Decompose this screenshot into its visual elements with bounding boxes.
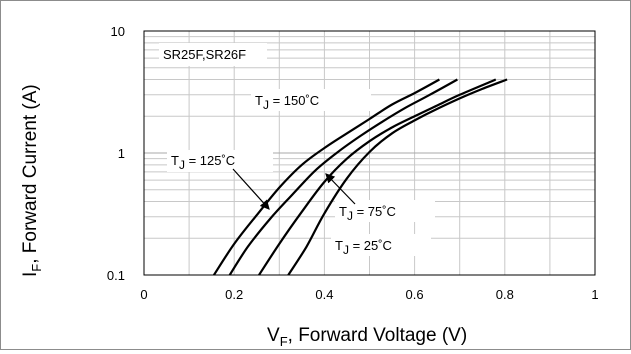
label-75-bg — [335, 200, 435, 222]
y-tick-label: 0.1 — [107, 268, 125, 283]
x-tick-label: 0.6 — [406, 287, 424, 302]
label-25-bg — [331, 234, 431, 256]
legend-box-text: SR25F,SR26F — [163, 47, 246, 62]
x-tick-label: 0.4 — [315, 287, 333, 302]
label-150: TJ = 150˚C — [255, 93, 319, 112]
chart-svg: 0 0.2 0.4 0.6 0.8 1 0.1 1 10 SR25F,SR26F TJ = 15… — [20, 24, 599, 349]
arrow-125 — [232, 168, 270, 210]
y-tick-label: 10 — [111, 24, 125, 39]
legend-box-bg — [159, 43, 267, 66]
plot-border — [143, 30, 596, 276]
y-axis-title: IF, Forward Current (A) — [20, 84, 44, 277]
series-line-3 — [287, 78, 508, 276]
x-tick-label: 0 — [140, 287, 147, 302]
label-150-bg — [251, 89, 371, 111]
label-25: TJ = 25˚C — [335, 238, 392, 257]
x-tick-label: 1 — [591, 287, 598, 302]
x-tick-label: 0.2 — [225, 287, 243, 302]
x-tick-label: 0.8 — [496, 287, 514, 302]
series-line-2 — [258, 78, 497, 276]
series-line-0 — [212, 78, 440, 276]
arrow-75 — [325, 173, 356, 205]
series — [212, 78, 508, 276]
label-125-bg — [167, 150, 273, 172]
y-tick-label: 1 — [118, 146, 125, 161]
label-75: TJ = 75˚C — [339, 204, 396, 223]
series-line-1 — [228, 78, 458, 276]
tick-labels: 0 0.2 0.4 0.6 0.8 1 0.1 1 10 — [107, 24, 599, 302]
x-axis-title: VF, Forward Voltage (V) — [267, 325, 467, 349]
label-125: TJ = 125˚C — [171, 153, 235, 172]
